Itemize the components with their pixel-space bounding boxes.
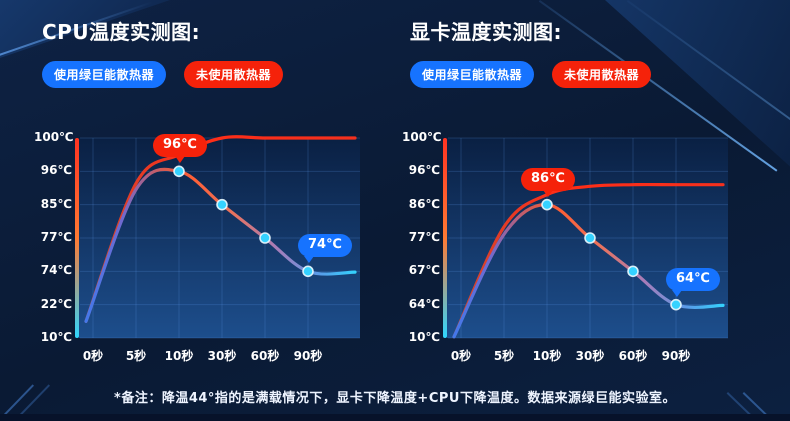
callout-pointer-icon (672, 289, 682, 297)
y-tick-label: 22℃ (40, 296, 72, 311)
y-tick-label: 77℃ (408, 230, 440, 244)
legend-item-with-cooler: 使用绿巨能散热器 (410, 61, 535, 88)
x-tick-label: 5秒 (493, 349, 515, 363)
x-tick-label: 90秒 (293, 349, 323, 363)
x-tick-label: 60秒 (250, 349, 280, 363)
x-tick-label: 10秒 (532, 349, 562, 363)
callout-pointer-icon (542, 189, 553, 197)
y-tick-label: 77℃ (40, 230, 72, 244)
gpu-chart-title: 显卡温度实测图: (410, 20, 562, 44)
x-tick-label: 30秒 (575, 349, 605, 363)
y-tick-label: 96℃ (408, 163, 440, 178)
gpu-chart-section: 显卡温度实测图: 使用绿巨能散热器 未使用散热器 100℃ 96℃ 86℃ 77℃ 67… (402, 16, 754, 374)
y-tick-label: 10℃ (408, 330, 440, 344)
gpu-chart-canvas (443, 137, 728, 339)
x-tick-label: 30秒 (207, 349, 237, 363)
footer-band (0, 414, 790, 421)
y-tick-label: 86℃ (408, 196, 440, 211)
legend-item-without-cooler: 未使用散热器 (552, 61, 652, 88)
cpu-chart-title: CPU温度实测图: (42, 20, 201, 44)
cpu-temp-chart: 100℃ 96℃ 85℃ 77℃ 74℃ 22℃ 10℃ 0秒 5秒 10秒 30秒 60秒 90秒 96… (34, 128, 374, 374)
callout-badge: 64℃ (666, 267, 720, 297)
y-tick-label: 96℃ (40, 163, 72, 178)
gpu-chart-legend: 使用绿巨能散热器 未使用散热器 (410, 61, 754, 88)
gpu-temp-chart: 100℃ 96℃ 86℃ 77℃ 67℃ 64℃ 10℃ 0秒 5秒 10秒 30秒 60秒 90秒 86… (402, 128, 742, 374)
x-tick-label: 10秒 (164, 349, 194, 363)
cpu-chart-section: CPU温度实测图: 使用绿巨能散热器 未使用散热器 100℃ 96℃ 85℃ 77℃ 7… (34, 16, 386, 374)
callout-badge: 96℃ (153, 134, 207, 164)
y-tick-label: 74℃ (40, 263, 72, 278)
footnote: *备注：降温44°指的是满载情况下，显卡下降温度+CPU下降温度。数据来源绿巨能… (114, 391, 676, 406)
callout-badge: 86℃ (521, 167, 575, 197)
y-tick-label: 64℃ (408, 296, 440, 311)
x-tick-label: 0秒 (450, 349, 472, 363)
x-tick-label: 0秒 (82, 349, 104, 363)
callout-pointer-icon (174, 156, 185, 164)
y-tick-label: 85℃ (40, 196, 72, 211)
callout-badge: 74℃ (298, 234, 352, 264)
x-tick-label: 5秒 (125, 349, 147, 363)
x-tick-label: 90秒 (661, 349, 691, 363)
y-tick-label: 67℃ (408, 263, 440, 278)
y-tick-label: 100℃ (34, 130, 74, 144)
y-tick-label: 10℃ (40, 330, 72, 344)
legend-item-without-cooler: 未使用散热器 (184, 61, 284, 88)
x-tick-label: 60秒 (618, 349, 648, 363)
legend-item-with-cooler: 使用绿巨能散热器 (42, 61, 167, 88)
y-tick-label: 100℃ (402, 130, 442, 144)
callout-pointer-icon (304, 256, 314, 264)
cpu-chart-legend: 使用绿巨能散热器 未使用散热器 (42, 61, 386, 88)
